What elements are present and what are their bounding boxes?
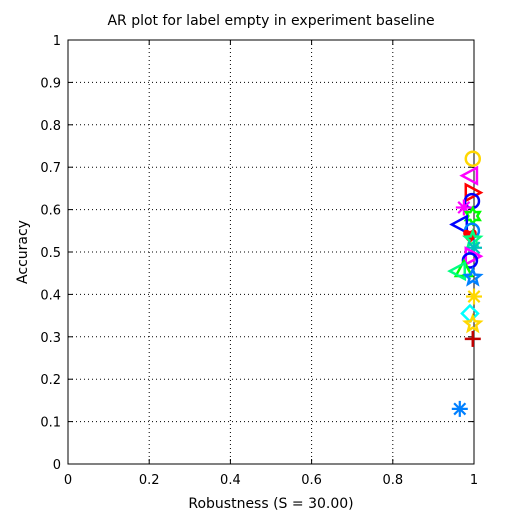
grid-lines (68, 40, 474, 464)
y-axis-label: Accuracy (15, 220, 31, 284)
y-tick-label: 0 (53, 458, 61, 473)
y-tick-label: 0.9 (40, 76, 61, 91)
data-point-triangle-left (447, 260, 467, 282)
y-tick-label: 1 (53, 34, 61, 49)
data-point-circle (464, 150, 482, 167)
axis-ticks (67, 39, 475, 465)
data-point-diamond (460, 303, 480, 324)
data-point-asterisk (466, 288, 482, 305)
data-point-triangle-left (459, 165, 479, 186)
x-tick-label: 0.2 (139, 473, 160, 488)
data-point-pentagram (461, 265, 484, 287)
data-point-plus (464, 330, 481, 347)
y-tick-label: 0.8 (40, 119, 61, 134)
y-tick-label: 0.5 (40, 246, 61, 261)
x-tick-label: 0.8 (382, 473, 403, 488)
data-point-asterisk (451, 400, 468, 417)
y-tick-label: 0.3 (40, 331, 61, 346)
data-points (447, 150, 484, 417)
x-tick-label: 0 (64, 473, 72, 488)
data-point-triangle-right (464, 182, 484, 203)
data-point-pentagram (462, 227, 484, 249)
chart-title: AR plot for label empty in experiment ba… (107, 13, 434, 29)
y-tick-label: 0.4 (40, 288, 61, 303)
x-tick-label: 0.6 (301, 473, 322, 488)
y-tick-label: 0.2 (40, 373, 61, 388)
data-point-pentagram (462, 312, 484, 334)
y-tick-label: 0.6 (40, 204, 61, 219)
y-tick-label: 0.7 (40, 161, 61, 176)
x-tick-label: 1 (470, 473, 478, 488)
x-tick-label: 0.4 (220, 473, 241, 488)
tick-labels: 0 0.2 0.4 0.6 0.8 1 0 0.1 0.2 0.3 0.4 0.5 0.6 0.7 0.8 0… (40, 34, 478, 488)
x-axis-label: Robustness (S = 30.00) (188, 496, 353, 512)
y-tick-label: 0.1 (40, 416, 61, 431)
